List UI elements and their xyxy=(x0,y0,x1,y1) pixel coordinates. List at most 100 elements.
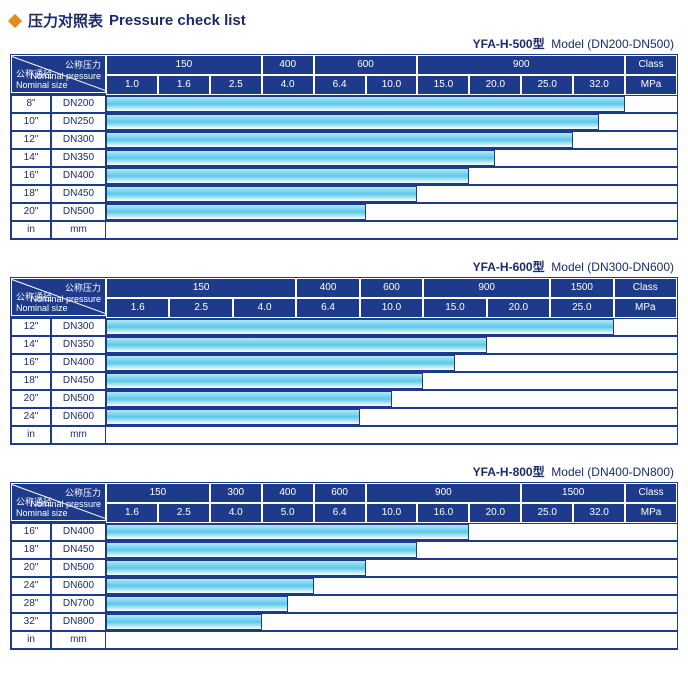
mpa-header-cell: 20.0 xyxy=(487,298,550,318)
mpa-header-cell: MPa xyxy=(625,503,677,523)
size-in-cell: 16" xyxy=(11,523,51,541)
bar-cell xyxy=(106,203,677,221)
mpa-header-cell: 2.5 xyxy=(169,298,232,318)
mpa-header-cell: MPa xyxy=(614,298,677,318)
pressure-bar xyxy=(106,204,366,220)
table-row: 18"DN450 xyxy=(11,372,677,390)
size-mm-cell: DN800 xyxy=(51,613,106,631)
class-header-cell: 1500 xyxy=(550,278,613,298)
pressure-bar xyxy=(106,186,417,202)
size-mm-cell: DN450 xyxy=(51,185,106,203)
size-mm-cell: DN350 xyxy=(51,336,106,354)
size-in-cell: 20" xyxy=(11,390,51,408)
size-in-cell: 8" xyxy=(11,95,51,113)
mpa-header-cell: 16.0 xyxy=(417,503,469,523)
class-header-cell: 150 xyxy=(106,55,262,75)
class-header-cell: 400 xyxy=(262,55,314,75)
pressure-bar xyxy=(106,614,262,630)
size-mm-cell: DN500 xyxy=(51,203,106,221)
mpa-header-cell: 1.6 xyxy=(106,298,169,318)
table-row: 10"DN250 xyxy=(11,113,677,131)
pressure-bar xyxy=(106,96,625,112)
pressure-bar xyxy=(106,319,614,335)
header-diagonal: 公称压力Nominal pressure公称通径Nominal size xyxy=(11,278,106,316)
bar-cell xyxy=(106,167,677,185)
mpa-header-cell: 4.0 xyxy=(210,503,262,523)
size-in-cell: 24" xyxy=(11,577,51,595)
title-en: Pressure check list xyxy=(109,12,246,29)
table-row: 20"DN500 xyxy=(11,559,677,577)
unit-in-cell: in xyxy=(11,426,51,444)
size-mm-cell: DN500 xyxy=(51,390,106,408)
size-mm-cell: DN300 xyxy=(51,318,106,336)
size-in-cell: 20" xyxy=(11,559,51,577)
class-header-cell: 300 xyxy=(210,483,262,503)
size-mm-cell: DN250 xyxy=(51,113,106,131)
bar-cell xyxy=(106,131,677,149)
units-row: inmm xyxy=(11,631,677,649)
header-row: 公称压力Nominal pressure公称通径Nominal size1504… xyxy=(11,278,677,318)
pressure-bar xyxy=(106,391,392,407)
mpa-header-cell: 20.0 xyxy=(469,75,521,95)
size-mm-cell: DN300 xyxy=(51,131,106,149)
mpa-header-cell: 6.4 xyxy=(314,75,366,95)
class-header-cell: Class xyxy=(614,278,677,298)
mpa-header-cell: 6.4 xyxy=(314,503,366,523)
table-row: 8"DN200 xyxy=(11,95,677,113)
class-header-cell: 900 xyxy=(366,483,522,503)
size-mm-cell: DN450 xyxy=(51,541,106,559)
bar-cell xyxy=(106,523,677,541)
bar-cell xyxy=(106,336,677,354)
size-mm-cell: DN200 xyxy=(51,95,106,113)
mpa-header-cell: 20.0 xyxy=(469,503,521,523)
size-mm-cell: DN400 xyxy=(51,167,106,185)
chart-table: 公称压力Nominal pressure公称通径Nominal size1503… xyxy=(10,482,678,650)
pressure-bar xyxy=(106,409,360,425)
mpa-header-cell: 15.0 xyxy=(417,75,469,95)
mpa-header-cell: 2.5 xyxy=(158,503,210,523)
table-row: 32"DN800 xyxy=(11,613,677,631)
class-header-cell: 1500 xyxy=(521,483,625,503)
size-in-cell: 20" xyxy=(11,203,51,221)
bar-cell xyxy=(106,595,677,613)
class-header-cell: Class xyxy=(625,483,677,503)
size-mm-cell: DN350 xyxy=(51,149,106,167)
size-mm-cell: DN400 xyxy=(51,523,106,541)
table-row: 24"DN600 xyxy=(11,577,677,595)
mpa-header-cell: 15.0 xyxy=(423,298,486,318)
page-title: 压力对照表 Pressure check list xyxy=(10,10,678,31)
mpa-header-cell: 4.0 xyxy=(262,75,314,95)
bar-cell xyxy=(106,559,677,577)
size-in-cell: 16" xyxy=(11,354,51,372)
header-diagonal: 公称压力Nominal pressure公称通径Nominal size xyxy=(11,55,106,93)
class-header-cell: 150 xyxy=(106,278,296,298)
size-in-cell: 28" xyxy=(11,595,51,613)
class-header-cell: Class xyxy=(625,55,677,75)
unit-mm-cell: mm xyxy=(51,221,106,239)
table-row: 12"DN300 xyxy=(11,131,677,149)
mpa-header-cell: 10.0 xyxy=(360,298,423,318)
table-row: 20"DN500 xyxy=(11,390,677,408)
size-in-cell: 32" xyxy=(11,613,51,631)
table-row: 18"DN450 xyxy=(11,541,677,559)
mpa-header-cell: 25.0 xyxy=(550,298,613,318)
size-in-cell: 24" xyxy=(11,408,51,426)
mpa-header-cell: 25.0 xyxy=(521,503,573,523)
size-in-cell: 18" xyxy=(11,372,51,390)
pressure-bar xyxy=(106,578,314,594)
empty-bar-cell xyxy=(106,426,677,444)
size-mm-cell: DN400 xyxy=(51,354,106,372)
class-header-cell: 600 xyxy=(314,55,418,75)
class-header-cell: 900 xyxy=(423,278,550,298)
header-diagonal: 公称压力Nominal pressure公称通径Nominal size xyxy=(11,483,106,521)
empty-bar-cell xyxy=(106,221,677,239)
size-in-cell: 16" xyxy=(11,167,51,185)
bar-cell xyxy=(106,577,677,595)
size-in-cell: 14" xyxy=(11,336,51,354)
model-label: YFA-H-800型 Model (DN400-DN800) xyxy=(10,463,678,480)
bar-cell xyxy=(106,185,677,203)
mpa-header-cell: 1.6 xyxy=(106,503,158,523)
bar-cell xyxy=(106,95,677,113)
mpa-header-cell: 4.0 xyxy=(233,298,296,318)
pressure-bar xyxy=(106,337,487,353)
